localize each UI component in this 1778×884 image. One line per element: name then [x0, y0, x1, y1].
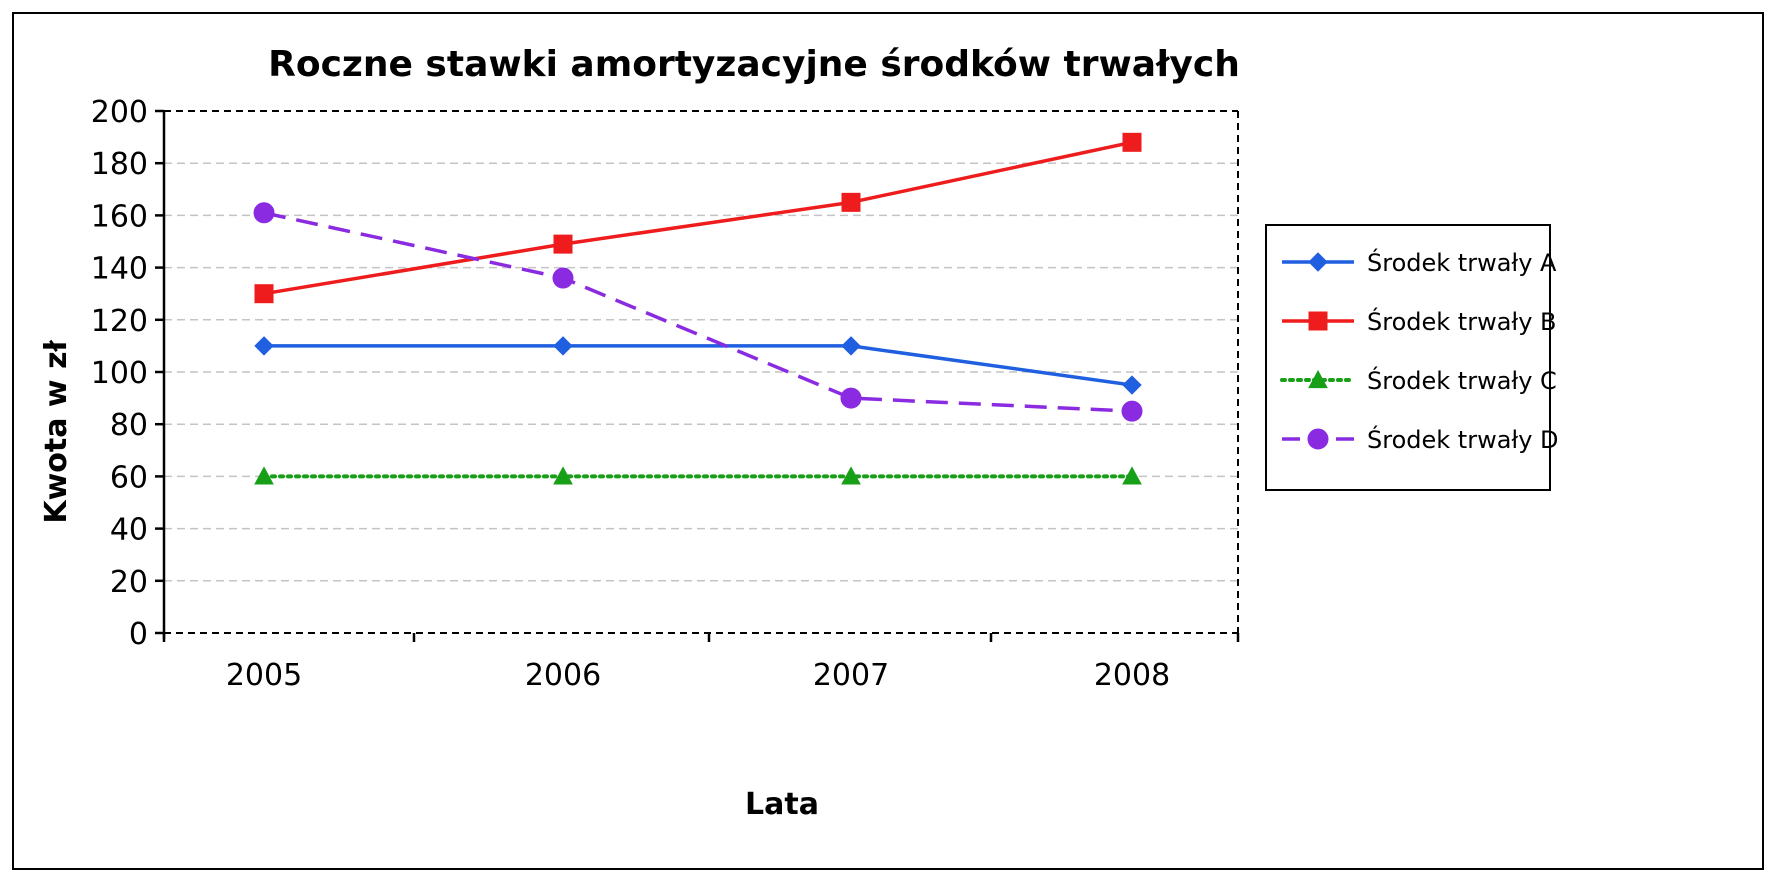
point-series-4-2005 [253, 202, 275, 224]
point-series-3-2007 [841, 466, 861, 485]
series-4 [253, 202, 1143, 422]
y-tick-label-200: 200 [91, 95, 148, 130]
legend-marker-1 [1308, 252, 1328, 272]
chart-title: Roczne stawki amortyzacyjne środków trwa… [268, 44, 1240, 85]
y-tick-label-140: 140 [91, 252, 148, 287]
tick-labels: 0 20 40 60 80 100 120 140 160 180 200 2005 2006 2007 2… [91, 95, 1170, 693]
legend-label-4: Środek trwały D [1367, 424, 1559, 454]
series-line-1 [264, 344, 1133, 387]
y-tick-label-120: 120 [91, 304, 148, 339]
series-3 [254, 466, 1142, 485]
point-series-1-2005 [254, 336, 274, 356]
y-tick-label-100: 100 [91, 356, 148, 391]
legend-item-3: Środek trwały C [1280, 365, 1557, 395]
line-chart: Roczne stawki amortyzacyjne środków trwa… [39, 44, 1559, 822]
point-series-2-2006 [553, 234, 573, 254]
point-series-3-2008 [1122, 466, 1142, 485]
legend-label-2: Środek trwały B [1367, 306, 1557, 336]
point-series-1-2007 [841, 336, 861, 356]
series-line-4 [263, 211, 1133, 413]
point-series-4-2006 [552, 267, 574, 289]
point-series-2-2005 [254, 284, 274, 304]
point-series-3-2006 [553, 466, 573, 485]
legend-marker-4 [1307, 428, 1329, 450]
point-series-2-2007 [841, 192, 861, 212]
legend-label-3: Środek trwały C [1367, 365, 1557, 395]
point-series-2-2008 [1122, 132, 1142, 152]
axes [155, 109, 1240, 642]
legend-item-2: Środek trwały B [1282, 306, 1557, 336]
series-layer [253, 132, 1143, 485]
series-1 [254, 336, 1142, 395]
point-series-4-2007 [840, 387, 862, 409]
point-series-4-2008 [1121, 400, 1143, 422]
legend-label-1: Środek trwały A [1367, 247, 1557, 277]
y-axis-title: Kwota w zł [39, 339, 74, 523]
x-tick-label-2005: 2005 [226, 658, 302, 693]
legend-item-1: Środek trwały A [1282, 247, 1557, 277]
y-tick-label-20: 20 [110, 565, 148, 600]
chart-frame: Roczne stawki amortyzacyjne środków trwa… [12, 12, 1764, 870]
y-tick-label-0: 0 [129, 617, 148, 652]
series-2 [254, 132, 1142, 304]
y-tick-label-160: 160 [91, 199, 148, 234]
legend: Środek trwały A Środek trwały B Środek trw… [1265, 224, 1559, 491]
point-series-3-2005 [254, 466, 274, 485]
point-series-1-2008 [1122, 375, 1142, 395]
y-tick-label-60: 60 [110, 460, 148, 495]
x-tick-label-2006: 2006 [525, 658, 601, 693]
x-axis-title: Lata [745, 787, 819, 822]
point-series-1-2006 [553, 336, 573, 356]
y-tick-label-40: 40 [110, 513, 148, 548]
legend-marker-3 [1308, 369, 1328, 389]
x-tick-label-2008: 2008 [1094, 658, 1170, 693]
series-line-2 [263, 140, 1133, 296]
legend-marker-2 [1308, 311, 1328, 331]
legend-item-4: Środek trwały D [1282, 424, 1559, 454]
y-tick-label-80: 80 [110, 408, 148, 443]
y-tick-label-180: 180 [91, 147, 148, 182]
x-tick-label-2007: 2007 [813, 658, 889, 693]
